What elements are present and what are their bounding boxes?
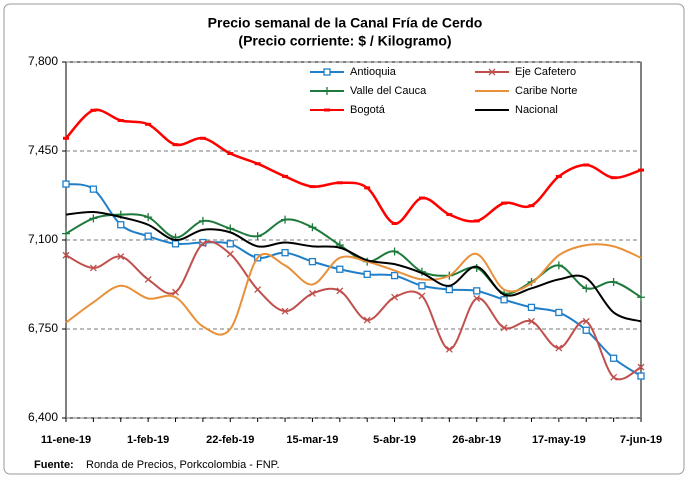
marker	[253, 232, 262, 241]
marker	[281, 307, 289, 315]
marker	[445, 285, 453, 294]
series-line	[65, 243, 642, 336]
marker	[637, 363, 645, 371]
marker	[555, 344, 563, 352]
marker	[582, 326, 590, 334]
marker	[199, 240, 207, 248]
chart-frame	[3, 3, 685, 475]
marker	[390, 271, 399, 280]
marker	[473, 287, 481, 295]
marker	[637, 372, 645, 380]
marker	[363, 316, 371, 324]
marker	[488, 68, 496, 76]
legend-label: Caribe Norte	[515, 85, 577, 97]
marker	[308, 289, 316, 297]
marker	[226, 240, 234, 248]
x-tick-label: 15-mar-19	[286, 434, 338, 446]
legend-label: Valle del Cauca	[350, 85, 427, 97]
marker	[89, 214, 98, 223]
x-tick-label: 22-feb-19	[206, 434, 254, 446]
marker	[226, 250, 234, 258]
marker	[171, 240, 180, 248]
x-tick-label: 7-jun-19	[620, 434, 662, 446]
series-line	[65, 183, 642, 377]
x-tick-label: 5-abr-19	[373, 434, 416, 446]
marker	[308, 223, 317, 232]
marker	[500, 324, 508, 332]
marker	[528, 317, 535, 325]
marker	[336, 265, 344, 273]
legend-label: Antioquia	[350, 66, 397, 78]
marker	[363, 270, 371, 278]
source: Ronda de Precios, Porkcolombia - FNP.	[86, 459, 280, 471]
marker	[610, 373, 618, 381]
y-tick-label: 7,450	[28, 143, 58, 157]
marker	[89, 264, 97, 272]
marker	[555, 308, 563, 317]
marker	[117, 253, 125, 260]
y-tick-label: 6,400	[28, 410, 58, 424]
marker	[89, 185, 98, 193]
marker	[637, 293, 645, 302]
y-tick-label: 7,800	[28, 54, 58, 68]
x-tick-label: 1-feb-19	[127, 434, 169, 446]
marker	[308, 257, 317, 266]
marker	[144, 275, 152, 283]
marker	[144, 213, 153, 222]
marker	[254, 286, 262, 294]
marker	[281, 249, 289, 257]
marker	[117, 221, 125, 229]
marker	[336, 287, 344, 295]
marker	[62, 229, 70, 238]
marker	[445, 345, 453, 353]
series-line	[65, 210, 642, 323]
marker	[198, 216, 207, 225]
marker	[418, 282, 426, 290]
marker	[554, 261, 563, 270]
marker	[226, 224, 235, 233]
y-tick-label: 6,750	[28, 321, 58, 335]
chart-subtitle: (Precio corriente: $ / Kilogramo)	[238, 33, 451, 49]
marker	[144, 232, 152, 240]
marker	[609, 277, 618, 286]
y-tick-label: 7,100	[28, 232, 58, 246]
marker	[172, 288, 179, 296]
x-tick-label: 26-abr-19	[452, 434, 501, 446]
marker	[62, 180, 70, 188]
marker	[323, 87, 331, 95]
marker	[500, 296, 508, 304]
legend-label: Nacional	[515, 104, 558, 116]
source-label: Fuente:	[34, 459, 74, 471]
series-line	[65, 108, 642, 225]
x-tick-label: 11-ene-19	[41, 434, 91, 446]
marker	[323, 68, 331, 76]
marker	[609, 354, 618, 362]
series-line	[65, 240, 642, 381]
marker	[527, 303, 536, 312]
marker	[418, 292, 426, 300]
series-line	[65, 213, 642, 299]
marker	[473, 295, 481, 302]
legend-label: Eje Cafetero	[515, 66, 576, 78]
marker	[390, 247, 399, 256]
marker	[582, 317, 590, 325]
x-tick-label: 17-may-19	[532, 434, 586, 446]
legend-label: Bogotá	[350, 104, 386, 116]
marker	[62, 251, 70, 259]
chart-title: Precio semanal de la Canal Fría de Cerdo	[208, 15, 483, 31]
marker	[281, 215, 290, 224]
marker	[391, 293, 399, 301]
marker	[582, 284, 591, 293]
